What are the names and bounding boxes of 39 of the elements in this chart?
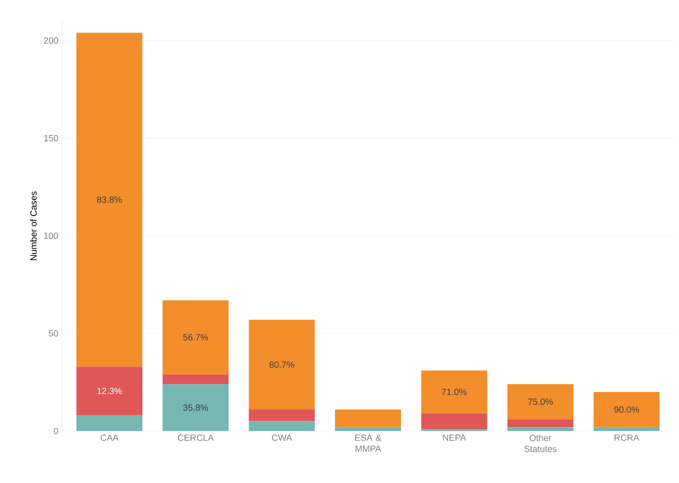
bar — [335, 427, 402, 431]
bar — [76, 366, 142, 416]
bar — [76, 32, 142, 367]
annotation: 71.0% — [442, 388, 467, 396]
annotation: 83.8% — [97, 196, 122, 203]
bar — [507, 419, 574, 428]
bar — [421, 370, 488, 414]
x-tick-label: RCRA — [614, 434, 640, 441]
bar — [248, 421, 315, 431]
x-tick-label: CERCLA — [178, 434, 214, 441]
bar — [162, 300, 229, 374]
bar — [162, 384, 229, 431]
x-tick-label: Other Statutes — [524, 434, 557, 452]
bar — [507, 384, 574, 420]
y-tick-label: 200 — [44, 37, 58, 44]
x-tick-label: ESA & MMPA — [355, 434, 382, 452]
annotation: 56.7% — [183, 334, 208, 340]
bar — [162, 374, 229, 384]
annotation: 80.7% — [269, 361, 294, 368]
y-axis-title: Number of Cases — [30, 191, 37, 260]
x-tick-label: CWA — [272, 434, 292, 441]
x-tick-label: CAA — [100, 434, 119, 441]
annotation: 12.3% — [97, 388, 122, 394]
y-tick-label: 100 — [44, 232, 58, 239]
bar — [507, 427, 574, 431]
annotation: 90.0% — [614, 406, 639, 413]
bar — [594, 427, 660, 431]
annotation: 35.8% — [183, 404, 208, 411]
x-tick-label: NEPA — [443, 434, 466, 441]
bar — [335, 410, 402, 428]
y-tick-label: 0 — [54, 428, 58, 434]
bar — [594, 392, 660, 428]
y-tick-label: 50 — [48, 330, 58, 337]
bar — [421, 413, 488, 430]
bar — [248, 320, 315, 410]
annotation: 75.0% — [528, 398, 553, 405]
y-tick-label: 150 — [44, 134, 58, 142]
bar — [76, 415, 142, 431]
bar — [248, 410, 315, 422]
